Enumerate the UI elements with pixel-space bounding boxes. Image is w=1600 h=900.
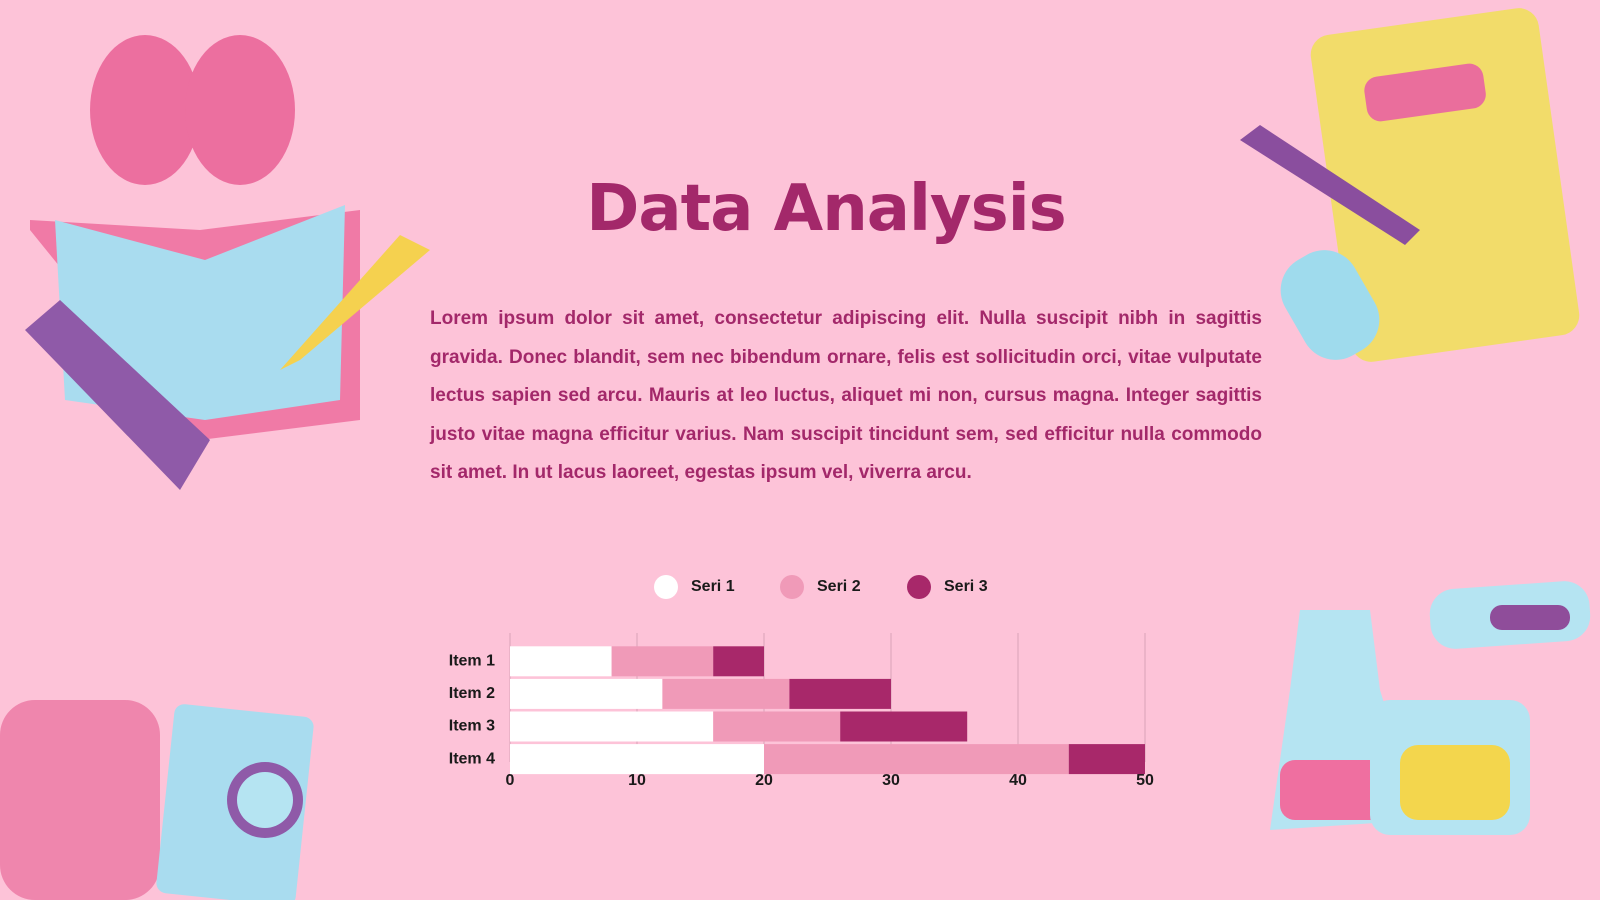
y-tick-label: Item 3 (449, 718, 495, 735)
bar-segment (662, 678, 790, 709)
x-tick-label: 40 (1009, 772, 1027, 789)
legend-label: Seri 2 (817, 578, 861, 595)
y-tick-label: Item 1 (449, 653, 495, 670)
x-tick-label: 50 (1136, 772, 1154, 789)
notebook-illustration (1240, 8, 1580, 362)
body-text: Lorem ipsum dolor sit amet, consectetur … (430, 308, 1262, 483)
legend-swatch (780, 575, 804, 599)
legend-swatch (654, 575, 678, 599)
bar-segment (510, 678, 663, 709)
legend-label: Seri 1 (691, 578, 735, 595)
x-tick-label: 30 (882, 772, 900, 789)
bar-segment (510, 646, 612, 677)
legend-swatch (907, 575, 931, 599)
bar-segment (764, 744, 1069, 775)
bar-segment (510, 711, 714, 742)
book-illustration (25, 205, 430, 490)
backpack-illustration (0, 700, 314, 900)
brain-illustration (90, 35, 295, 185)
y-tick-label: Item 4 (449, 750, 495, 767)
bar-segment (611, 646, 714, 677)
bar-segment (713, 711, 841, 742)
bar-segment (789, 678, 891, 709)
legend-label: Seri 3 (944, 578, 988, 595)
y-tick-label: Item 2 (449, 685, 495, 702)
x-tick-label: 0 (506, 772, 515, 789)
slide-title: Data Analysis (586, 172, 1066, 246)
bar-segment (713, 646, 764, 677)
bar-segment (1068, 744, 1145, 775)
bar-segment (510, 744, 764, 775)
x-tick-label: 10 (628, 772, 646, 789)
bar-segment (840, 711, 968, 742)
x-tick-label: 20 (755, 772, 773, 789)
lab-illustration (1270, 581, 1591, 835)
